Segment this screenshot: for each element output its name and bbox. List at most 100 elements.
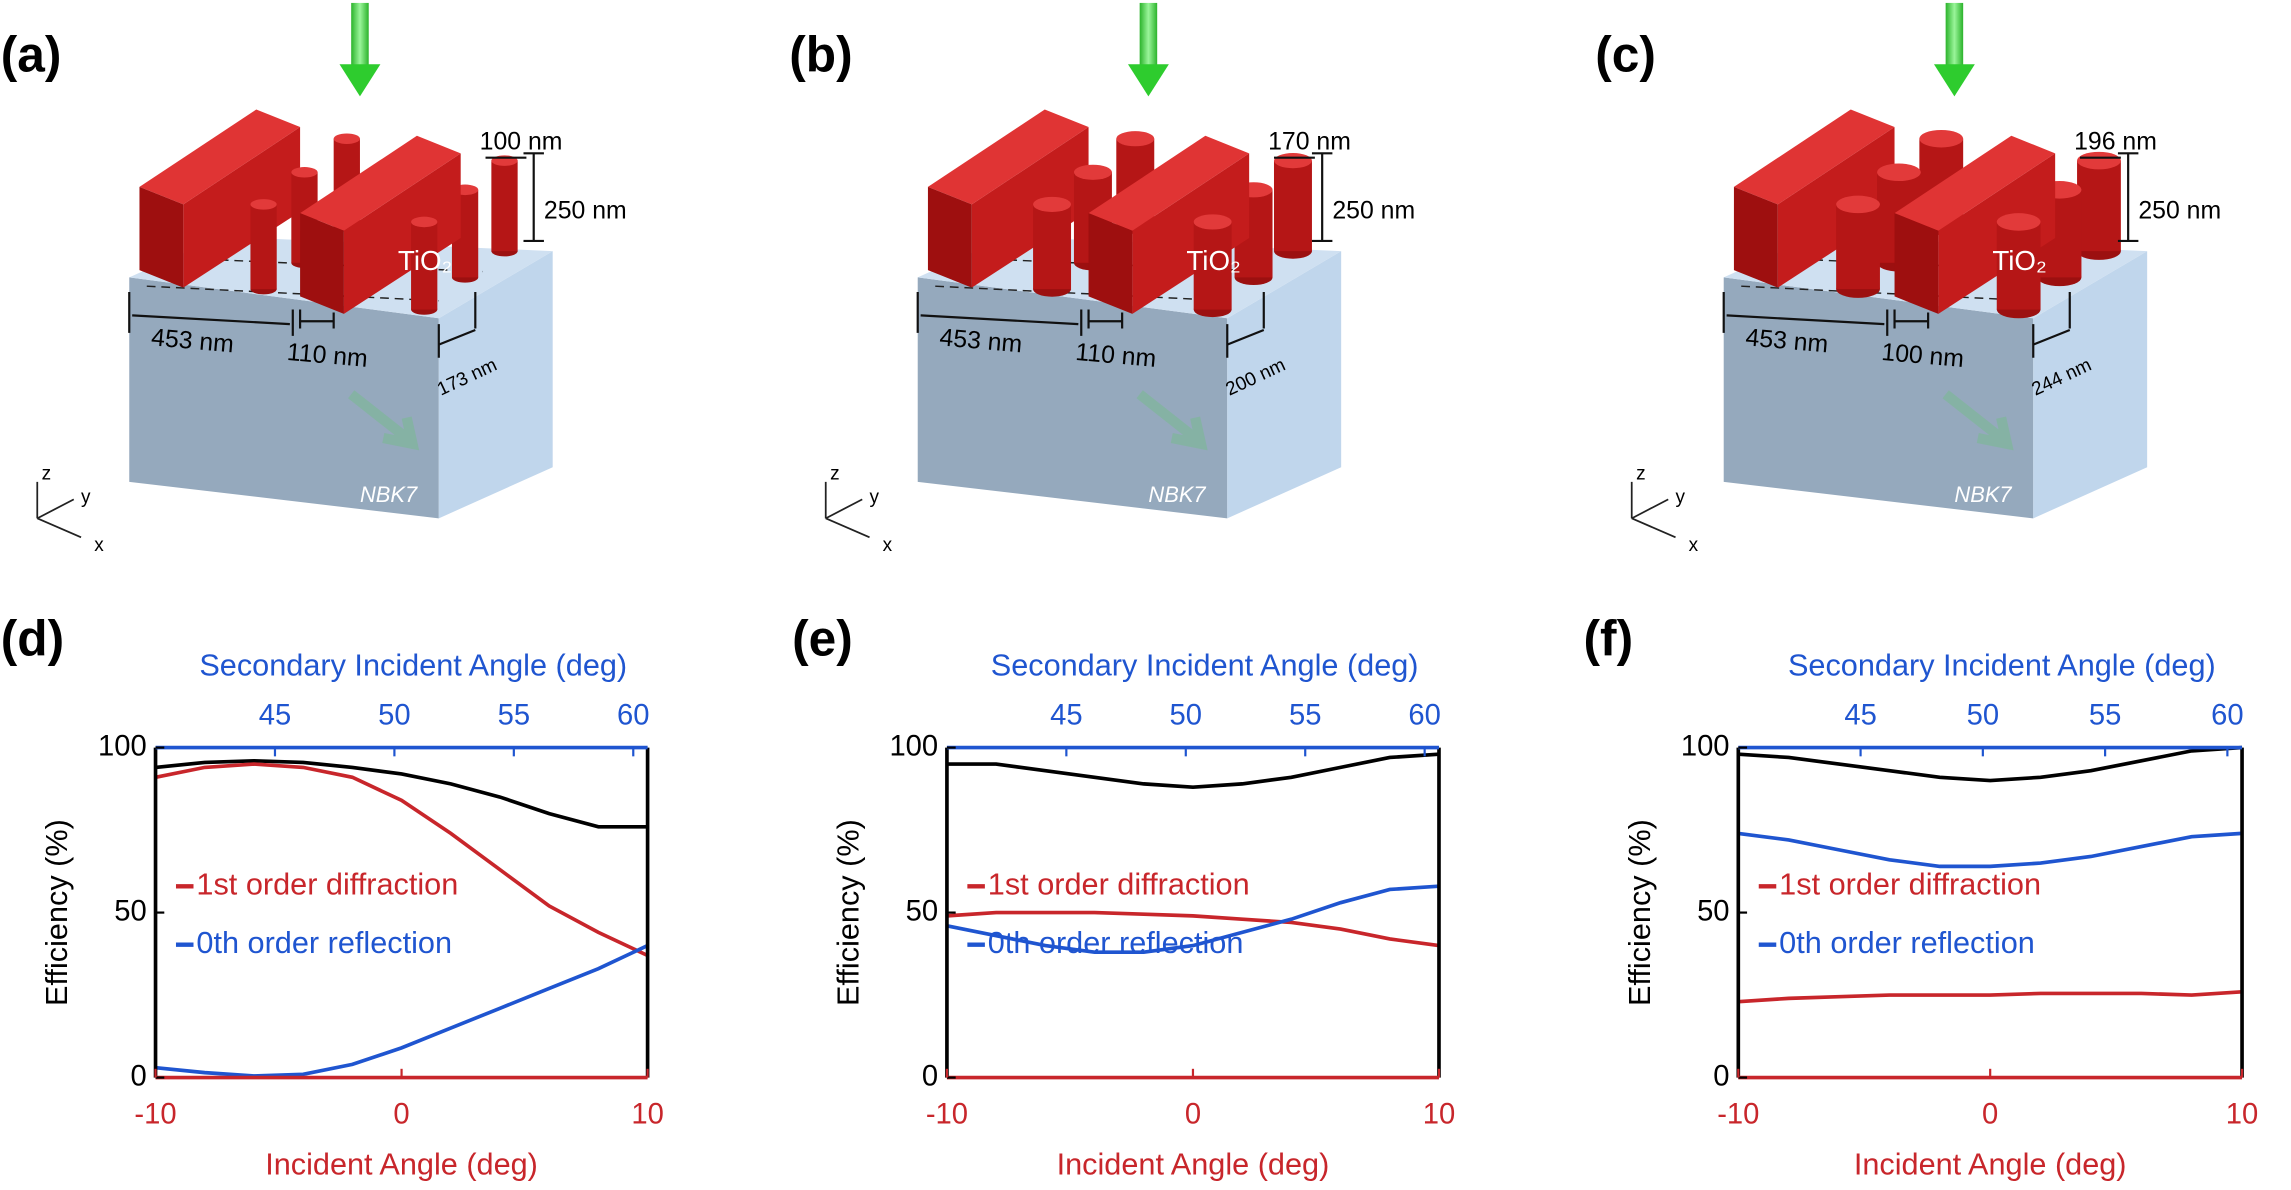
y-axis-title: Efficiency (%) [1623, 819, 1657, 1006]
legend-label: 1st order diffraction [988, 867, 1250, 901]
substrate-front [1723, 277, 2034, 519]
series-line [1738, 989, 2243, 1004]
pillar-top [1193, 214, 1232, 230]
y-tick-label: 100 [98, 730, 147, 762]
legend-label: 1st order diffraction [196, 867, 458, 901]
panel-label: (e) [792, 611, 853, 667]
x2-tick-label: 55 [2089, 700, 2121, 732]
incident-arrow [1127, 64, 1169, 97]
pillar [1836, 204, 1880, 290]
ridge-front [927, 186, 972, 288]
y-tick-label: 0 [1713, 1060, 1729, 1092]
x2-axis-title: Secondary Incident Angle (deg) [1788, 648, 2216, 682]
x2-tick-label: 50 [378, 700, 410, 732]
axis-letter: y [1676, 487, 1686, 508]
x-axis-title: Incident Angle (deg) [1854, 1148, 2127, 1182]
panel-label: (a) [1, 27, 62, 83]
x-tick-label: 0 [393, 1098, 409, 1130]
pillar [411, 221, 438, 310]
substrate-label: NBK7 [360, 482, 418, 507]
material-label: TiO₂ [398, 245, 452, 276]
x-tick-label: 0 [1982, 1098, 1998, 1130]
pillar-top [1877, 163, 1921, 182]
x-tick-label: -10 [926, 1098, 968, 1130]
axis-letter: x [883, 535, 893, 556]
dimension-line [916, 152, 1333, 358]
x-tick-label: 10 [631, 1098, 663, 1130]
x-tick-label: -10 [1717, 1098, 1759, 1130]
x2-axis-title: Secondary Incident Angle (deg) [991, 648, 1419, 682]
x2-tick-label: 45 [1844, 700, 1876, 732]
ridge-top [139, 109, 301, 205]
pillar-top [2077, 151, 2121, 170]
y-tick-label: 100 [1681, 730, 1730, 762]
ridge-front [300, 213, 344, 314]
pillar-top [1116, 131, 1155, 147]
dimension-label: 196 nm [2074, 129, 2157, 156]
substrate-label: NBK7 [1148, 482, 1206, 507]
ridge-front [1088, 213, 1133, 314]
x-axis-title: Incident Angle (deg) [265, 1148, 538, 1182]
substrate-label: NBK7 [1954, 482, 2012, 507]
ridge-top [927, 109, 1089, 205]
ridge-front [1894, 213, 1939, 314]
y-tick-label: 50 [114, 895, 146, 927]
pillar-top [1996, 213, 2041, 231]
x2-tick-label: 45 [259, 700, 291, 732]
dimension-line [128, 152, 544, 358]
ridge-top [1733, 109, 1895, 205]
series-line [155, 943, 649, 1078]
incident-arrow [1945, 2, 1964, 68]
pillar-top [250, 199, 277, 210]
axis-letter: x [1689, 535, 1699, 556]
series-line [946, 884, 1440, 955]
x-tick-label: -10 [134, 1098, 176, 1130]
x2-axis-title: Secondary Incident Angle (deg) [199, 648, 627, 682]
transmitted-arrow [1942, 390, 2014, 451]
panel-label: (c) [1595, 27, 1656, 83]
series-line [1738, 831, 2243, 869]
axis-letter: z [830, 464, 839, 485]
dimension-label: 250 nm [2138, 197, 2221, 224]
substrate-front [129, 277, 439, 519]
ridge-front [139, 186, 184, 288]
ridge-side [343, 153, 461, 314]
series-line [155, 762, 649, 958]
y-tick-label: 50 [906, 895, 938, 927]
x-tick-label: 10 [1423, 1098, 1455, 1130]
series-line [946, 752, 1440, 790]
pillar [2077, 160, 2121, 252]
x2-tick-label: 55 [1289, 700, 1321, 732]
incident-arrow [1933, 64, 1975, 97]
legend-label: 0th order reflection [988, 926, 1244, 960]
x2-tick-label: 60 [1408, 700, 1440, 732]
coordinate-axes [36, 481, 82, 539]
legend-label: 0th order reflection [196, 926, 452, 960]
y-axis-title: Efficiency (%) [40, 819, 74, 1006]
ridge-top [1894, 135, 2056, 231]
pillar-top [291, 167, 318, 178]
coordinate-axes [1630, 481, 1676, 539]
pillar-top [1073, 164, 1112, 180]
axis-letter: x [94, 535, 104, 556]
axis-letter: y [870, 487, 880, 508]
pillar-top [1919, 129, 1964, 148]
axis-letter: y [81, 487, 91, 508]
axis-letter: z [42, 464, 51, 485]
substrate-side [2033, 251, 2148, 519]
substrate-front [917, 277, 1228, 519]
pillar [1033, 204, 1072, 290]
x-tick-label: 0 [1185, 1098, 1201, 1130]
pillar [250, 204, 277, 290]
pillar [1273, 160, 1312, 252]
x-tick-label: 10 [2226, 1098, 2258, 1130]
legend-label: 0th order reflection [1779, 926, 2035, 960]
x2-tick-label: 50 [1170, 700, 1202, 732]
ridge-side [183, 127, 301, 288]
ridge-top [300, 135, 461, 231]
dimension-label: 250 nm [1332, 197, 1415, 224]
incident-arrow [351, 2, 369, 68]
dimension-label: 170 nm [1268, 129, 1351, 156]
axis-letter: z [1636, 464, 1645, 485]
